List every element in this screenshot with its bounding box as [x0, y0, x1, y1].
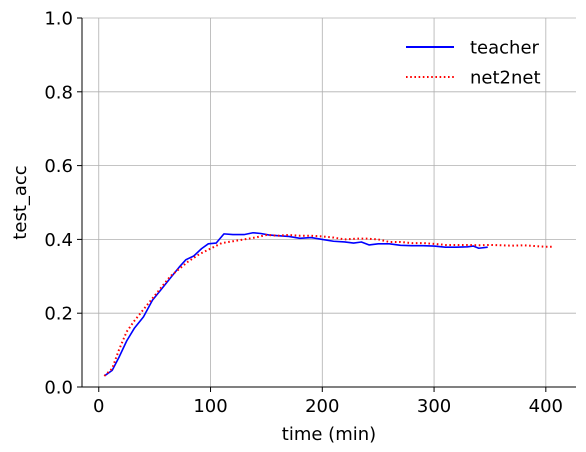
- x-tick-label: 200: [305, 396, 339, 417]
- x-axis-label: time (min): [282, 424, 376, 445]
- y-tick-label: 0.4: [44, 230, 73, 251]
- y-tick-label: 1.0: [44, 9, 73, 30]
- axes: [81, 18, 576, 388]
- x-tick-label: 0: [93, 396, 104, 417]
- y-tick-label: 0.8: [44, 82, 73, 103]
- x-tick-label: 300: [417, 396, 451, 417]
- legend-label-net2net: net2net: [470, 68, 541, 89]
- y-tick-label: 0.0: [44, 378, 73, 399]
- x-tick-label: 400: [529, 396, 563, 417]
- y-ticks: 0.0 0.2 0.4 0.6 0.8 1.0: [44, 9, 82, 399]
- series-line-teacher: [103, 231, 488, 377]
- legend: teacher net2net: [406, 38, 541, 89]
- y-tick-label: 0.6: [44, 156, 73, 177]
- y-tick-label: 0.2: [44, 304, 73, 325]
- x-tick-label: 100: [193, 396, 227, 417]
- x-ticks: 0 100 200 300 400: [93, 387, 563, 417]
- y-axis-label: test_acc: [10, 165, 31, 239]
- series-line-net2net: [103, 233, 554, 377]
- series-layer: [103, 231, 554, 377]
- legend-label-teacher: teacher: [470, 38, 540, 59]
